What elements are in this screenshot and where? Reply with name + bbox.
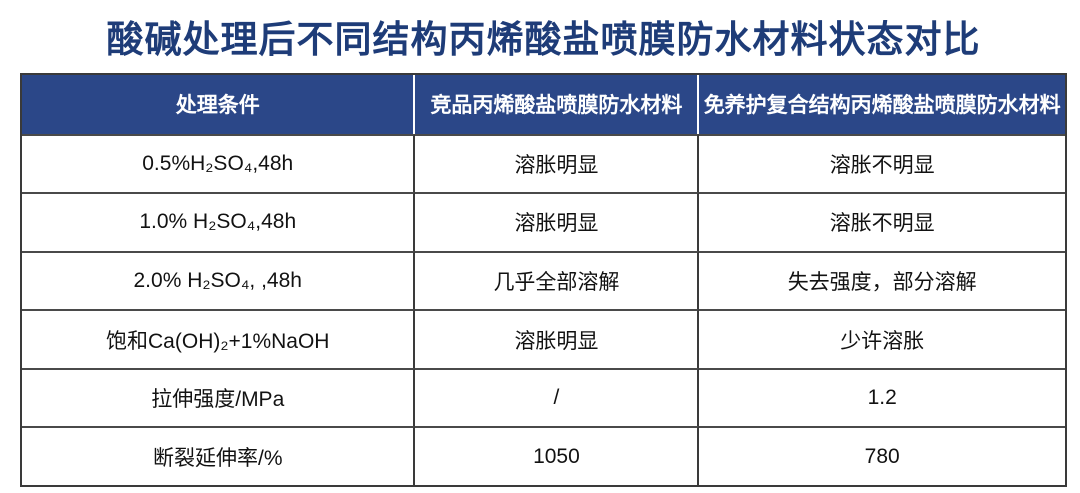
column-header-competitor-material: 竞品丙烯酸盐喷膜防水材料	[415, 75, 700, 134]
page-title: 酸碱处理后不同结构丙烯酸盐喷膜防水材料状态对比	[106, 19, 981, 60]
column-header-composite-material: 免养护复合结构丙烯酸盐喷膜防水材料	[699, 75, 1065, 134]
table-cell: 780	[699, 426, 1065, 485]
column-header-treatment-condition: 处理条件	[22, 75, 416, 134]
table-cell: 少许溶胀	[699, 309, 1065, 368]
table-cell: 1.2	[699, 367, 1065, 427]
table-cell: 溶胀明显	[415, 192, 700, 251]
table-cell: /	[415, 367, 700, 427]
comparison-table: 处理条件 竞品丙烯酸盐喷膜防水材料 免养护复合结构丙烯酸盐喷膜防水材料 0.5%…	[20, 73, 1067, 487]
table-cell: 1.0% H₂SO₄,48h	[22, 192, 416, 251]
table-cell: 0.5%H₂SO₄,48h	[22, 133, 416, 193]
table-cell: 2.0% H₂SO₄, ,48h	[22, 250, 416, 310]
table-cell: 溶胀不明显	[699, 133, 1065, 193]
table-cell: 失去强度，部分溶解	[699, 250, 1065, 310]
table-cell: 饱和Ca(OH)₂+1%NaOH	[22, 309, 416, 368]
table-cell: 溶胀明显	[415, 133, 700, 193]
table-cell: 拉伸强度/MPa	[22, 367, 416, 427]
table-cell: 1050	[415, 426, 700, 485]
table-cell: 几乎全部溶解	[415, 250, 700, 310]
table-cell: 溶胀明显	[415, 309, 700, 368]
table-cell: 断裂延伸率/%	[22, 426, 416, 485]
table-cell: 溶胀不明显	[699, 192, 1065, 251]
